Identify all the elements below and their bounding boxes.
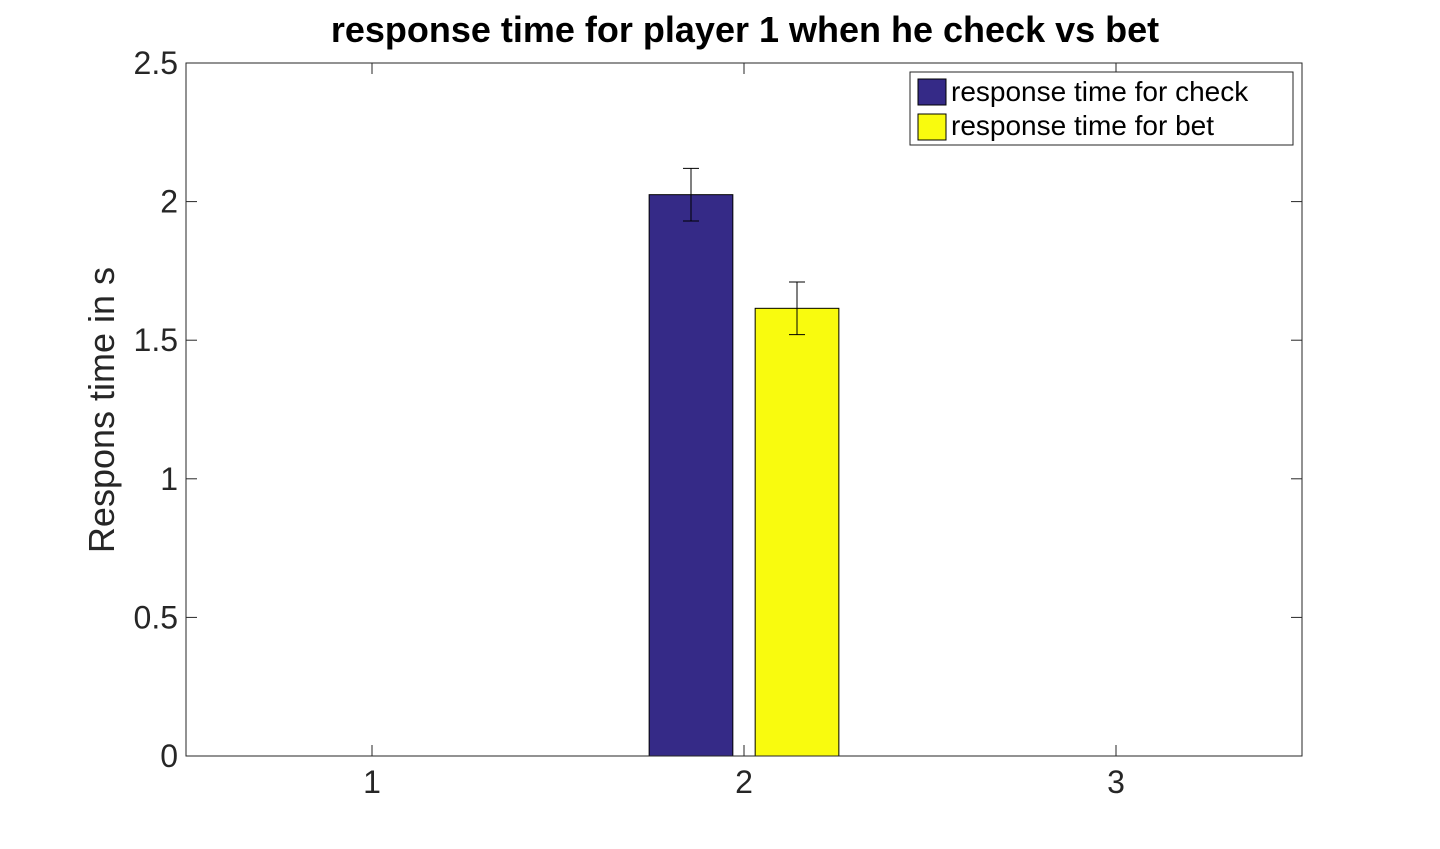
y-axis-label: Respons time in s (81, 267, 122, 553)
x-axis: 1 2 3 (363, 63, 1125, 800)
legend: response time for check response time fo… (909, 71, 1294, 146)
bars-group (648, 194, 840, 757)
plot-frame (185, 62, 1303, 757)
y-tick-label: 1 (160, 461, 178, 497)
y-tick-label: 2 (160, 184, 178, 220)
x-tick-label: 3 (1107, 764, 1125, 800)
x-tick-label: 1 (363, 764, 381, 800)
legend-label-bet: response time for bet (951, 110, 1214, 141)
y-axis: 0 0.5 1 1.5 2 2.5 (134, 45, 1302, 774)
bar-check (648, 194, 734, 757)
y-tick-label: 0 (160, 738, 178, 774)
legend-swatch-bet (917, 113, 947, 141)
errorbars-group (682, 167, 806, 336)
legend-swatch-check (917, 78, 947, 106)
legend-label-check: response time for check (951, 76, 1249, 107)
y-tick-label: 0.5 (134, 599, 178, 635)
y-tick-label: 2.5 (134, 45, 178, 81)
plot-area (186, 63, 1302, 756)
bar-bet (754, 307, 840, 757)
legend-box (909, 71, 1294, 146)
chart-title: response time for player 1 when he check… (331, 9, 1159, 50)
x-tick-label: 2 (735, 764, 753, 800)
y-tick-label: 1.5 (134, 322, 178, 358)
